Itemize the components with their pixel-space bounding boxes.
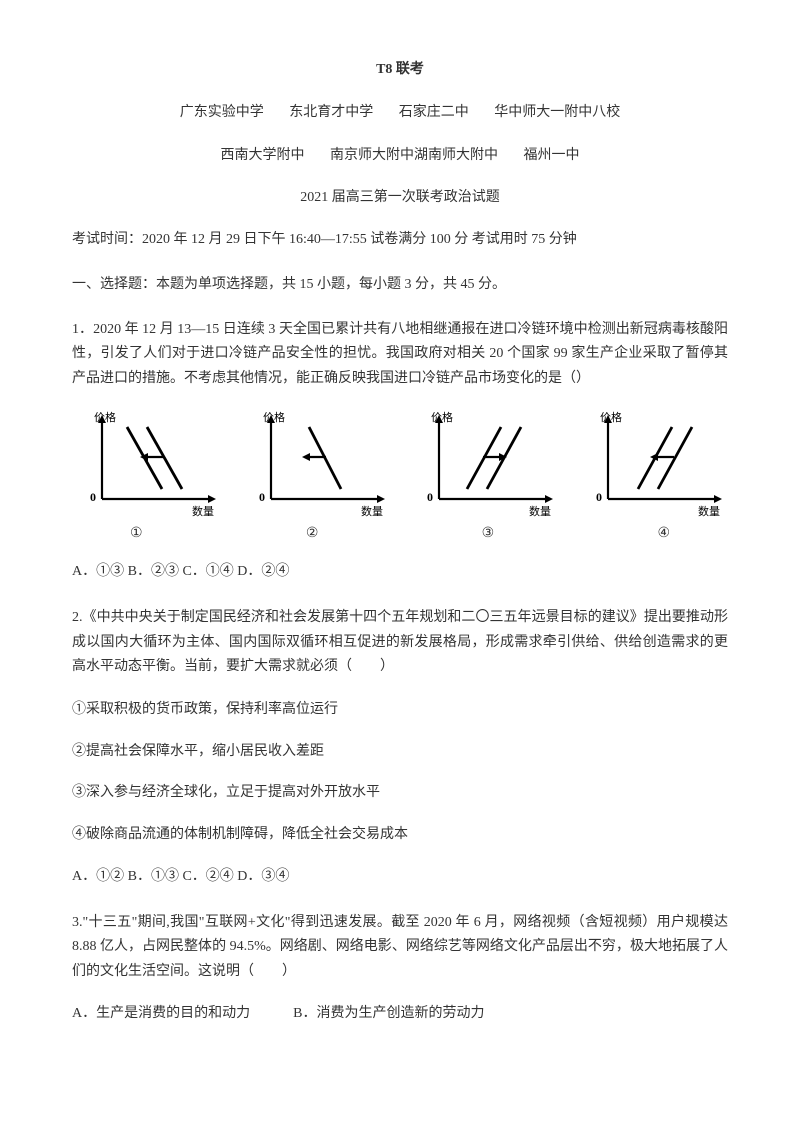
q1-text: 1．2020 年 12 月 13—15 日连续 3 天全国已累计共有八地相继通报…: [72, 318, 728, 392]
chart-2: 价格 0 数量: [241, 409, 391, 519]
svg-text:0: 0: [596, 490, 602, 504]
school-njhn: 南京师大附中湖南师大附中: [330, 148, 498, 163]
chart-number-labels: ① ② ③ ④: [72, 525, 728, 542]
chart-label-2: ②: [306, 525, 319, 542]
q3-optA: A．生产是消费的目的和动力: [72, 1006, 250, 1021]
q2-sub1: ①采取积极的货币政策，保持利率高位运行: [72, 698, 728, 722]
q2-sub3: ③深入参与经济全球化，立足于提高对外开放水平: [72, 781, 728, 805]
schools-row-2: 西南大学附中 南京师大附中湖南师大附中 福州一中: [72, 145, 728, 166]
school-hzsd: 华中师大一附中八校: [494, 105, 620, 120]
svg-text:0: 0: [90, 490, 96, 504]
subtitle: 2021 届高三第一次联考政治试题: [72, 188, 728, 208]
exam-info: 考试时间：2020 年 12 月 29 日下午 16:40—17:55 试卷满分…: [72, 229, 728, 251]
q3-text: 3."十三五"期间,我国"互联网+文化"得到迅速发展。截至 2020 年 6 月…: [72, 911, 728, 985]
chart-3: 价格 0 数量: [409, 409, 559, 519]
chart-label-1: ①: [130, 525, 143, 542]
svg-text:0: 0: [259, 490, 265, 504]
q3-options-row: A．生产是消费的目的和动力 B．消费为生产创造新的劳动力: [72, 1002, 728, 1026]
q3-optB: B．消费为生产创造新的劳动力: [293, 1006, 484, 1021]
chart-1: 价格 0 数量: [72, 409, 222, 519]
school-fz: 福州一中: [524, 148, 580, 163]
chart4-xlabel: 数量: [698, 505, 720, 518]
chart-label-3: ③: [482, 525, 495, 542]
q2-options: A．①② B．①③ C．②④ D．③④: [72, 865, 728, 889]
chart3-xlabel: 数量: [529, 505, 551, 518]
section-1-head: 一、选择题：本题为单项选择题，共 15 小题，每小题 3 分，共 45 分。: [72, 274, 728, 296]
q2-text: 2.《中共中央关于制定国民经济和社会发展第十四个五年规划和二〇三五年远景目标的建…: [72, 606, 728, 680]
school-gdsy: 广东实验中学: [180, 105, 264, 120]
chart-4: 价格 0 数量: [578, 409, 728, 519]
exam-page: T8 联考 广东实验中学 东北育才中学 石家庄二中 华中师大一附中八校 西南大学…: [0, 0, 800, 1084]
chart-label-4: ④: [657, 525, 670, 542]
schools-row-1: 广东实验中学 东北育才中学 石家庄二中 华中师大一附中八校: [72, 102, 728, 123]
chart2-xlabel: 数量: [361, 505, 383, 518]
school-sjz: 石家庄二中: [399, 105, 469, 120]
q2-sub2: ②提高社会保障水平，缩小居民收入差距: [72, 740, 728, 764]
charts-row: 价格 0 数量 价格 0 数量: [72, 409, 728, 519]
svg-text:0: 0: [427, 490, 433, 504]
chart1-xlabel: 数量: [192, 505, 214, 518]
q2-sub4: ④破除商品流通的体制机制障碍，降低全社会交易成本: [72, 823, 728, 847]
school-xnd: 西南大学附中: [221, 148, 305, 163]
exam-name: T8 联考: [72, 60, 728, 80]
q1-options: A．①③ B．②③ C．①④ D．②④: [72, 560, 728, 584]
school-dbyc: 东北育才中学: [289, 105, 373, 120]
